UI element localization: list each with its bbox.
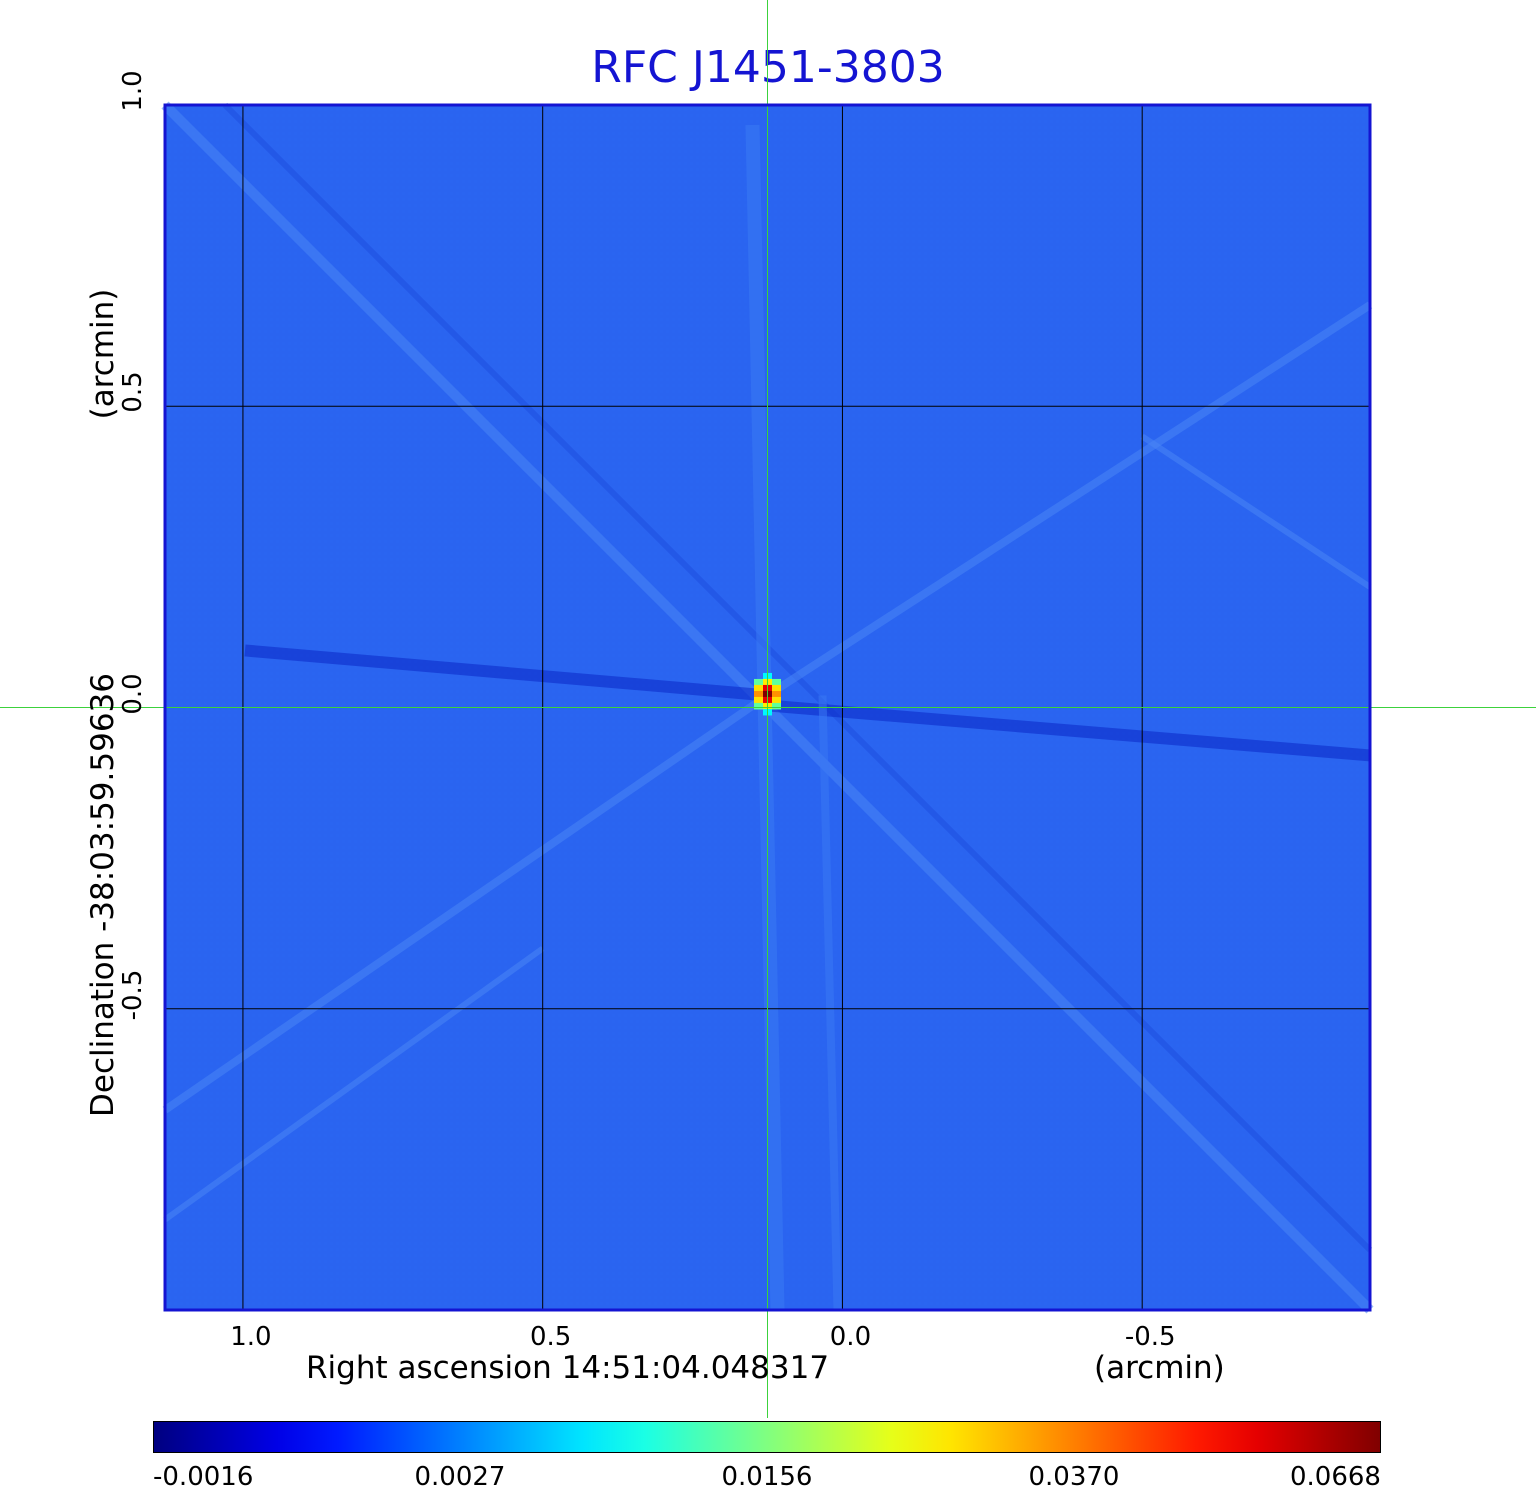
source-pixel: [772, 696, 781, 704]
source-pixel: [772, 678, 781, 686]
source-pixel: [772, 690, 781, 698]
x-tick-label: 1.0: [230, 1322, 272, 1352]
source-pixel: [754, 690, 763, 698]
source-pixel: [754, 678, 763, 686]
x-axis-unit: (arcmin): [1094, 1350, 1225, 1386]
sidelobe-streak: [162, 692, 770, 1114]
x-tick-label: 0.0: [829, 1322, 872, 1352]
colorbar-tick-label: -0.0016: [153, 1462, 254, 1492]
y-tick-label: -0.5: [118, 969, 148, 1021]
crosshair: [0, 0, 1536, 1418]
colorbar-tick-label: 0.0027: [414, 1462, 506, 1492]
sidelobe-streak: [767, 699, 1371, 762]
plot-area: [0, 0, 1536, 1418]
y-tick-label: 0.5: [118, 371, 148, 413]
colorbar-tick-label: 0.0156: [721, 1462, 813, 1492]
source-pixel: [772, 702, 781, 710]
sidelobe-streak: [1140, 433, 1372, 590]
sidelobe-streak: [244, 644, 769, 702]
sidelobe-streak: [818, 695, 842, 1311]
source-pixel: [772, 684, 781, 692]
x-tick-label: -0.5: [1124, 1322, 1176, 1352]
sidelobe-streak: [765, 301, 1373, 699]
colorbar-tick-label: 0.0370: [1028, 1462, 1120, 1492]
y-tick-label: 1.0: [118, 70, 148, 112]
y-tick-label: 0.0: [118, 672, 148, 715]
source-pixel: [754, 684, 763, 692]
plot-frame: [163, 103, 1372, 1312]
source-pixel: [754, 702, 763, 710]
sidelobe-streak: [745, 124, 785, 1311]
x-tick-label: 0.5: [529, 1322, 572, 1352]
y-axis-label: Declination -38:03:59.59636: [85, 673, 121, 1117]
y-axis-unit: (arcmin): [85, 288, 121, 420]
colorbar: [153, 1421, 1381, 1453]
colorbar-tick-label: 0.0668: [1290, 1462, 1381, 1492]
source-pixel: [754, 696, 763, 704]
x-axis-label: Right ascension 14:51:04.048317: [306, 1350, 830, 1386]
sidelobe-streak: [163, 946, 545, 1223]
